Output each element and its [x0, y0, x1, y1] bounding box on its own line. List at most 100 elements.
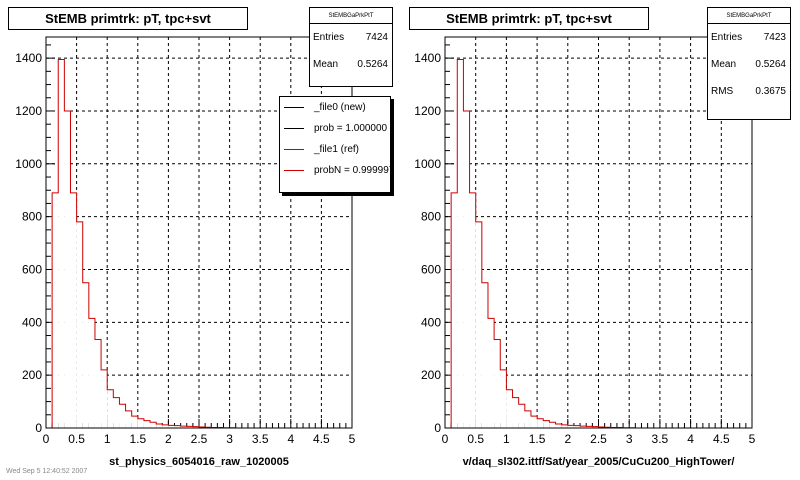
histogram-bin — [469, 192, 476, 428]
histogram-bin — [52, 192, 59, 428]
x-tick-label: 4.5 — [313, 432, 330, 446]
histogram-bin — [481, 282, 488, 428]
histogram-bin — [76, 221, 83, 428]
legend-label: _file1 (ref) — [314, 144, 360, 155]
panel-2-x-caption: v/daq_sl302.ittf/Sat/year_2005/CuCu200_H… — [462, 456, 735, 468]
y-tick-label: 1400 — [414, 51, 441, 65]
x-tick-label: 3 — [226, 432, 233, 446]
histogram-bin — [101, 369, 108, 428]
y-tick-label: 1200 — [414, 104, 441, 118]
stats-row: Mean 0.5264 — [708, 51, 790, 78]
y-tick-label: 200 — [421, 368, 441, 382]
y-tick-label: 600 — [421, 262, 441, 276]
y-tick-label: 400 — [421, 315, 441, 329]
histogram-bin — [192, 426, 199, 428]
x-tick-label: 2 — [564, 432, 571, 446]
histogram-bin — [518, 404, 525, 428]
histogram-bin — [107, 389, 114, 428]
x-tick-label: 2 — [165, 432, 172, 446]
stats-row: RMS 0.3675 — [708, 78, 790, 105]
legend-entry: prob = 1.000000 — [280, 118, 390, 139]
histogram-bin — [494, 339, 501, 428]
stats-name: StEMBGaPrkPtT — [708, 8, 790, 24]
histogram-bin — [451, 192, 458, 428]
y-tick-label: 1000 — [15, 157, 42, 171]
legend-label: prob = 1.000000 — [314, 123, 388, 134]
histogram-bin — [137, 418, 144, 428]
legend-label: _file0 (new) — [314, 102, 366, 113]
histogram-bin — [64, 110, 71, 429]
histogram-bin — [592, 426, 599, 428]
stats-label: Entries — [711, 32, 743, 43]
plot-frame — [444, 36, 753, 429]
panel-1-title: StEMB primtrk: pT, tpc+svt — [8, 7, 248, 30]
histogram-bin — [70, 192, 77, 428]
x-tick-label: 1 — [503, 432, 510, 446]
y-tick-label: 1400 — [15, 51, 42, 65]
panel-2-title: StEMB primtrk: pT, tpc+svt — [409, 7, 649, 30]
panel-2-stats-box: StEMBGaPrkPtT Entries 7423 Mean 0.5264 R… — [707, 7, 791, 120]
stats-name: StEMBGaPrkPtT — [310, 8, 392, 24]
y-tick-label: 0 — [434, 421, 441, 435]
histogram-series-outline — [445, 58, 752, 429]
histogram-bin — [598, 426, 605, 428]
histogram-bin — [156, 424, 163, 428]
x-tick-label: 0.5 — [467, 432, 484, 446]
y-tick-label: 800 — [421, 210, 441, 224]
histogram-bin — [537, 418, 544, 428]
histogram-bin — [530, 416, 538, 428]
histogram-bin — [174, 425, 181, 428]
histogram-bin — [199, 426, 206, 428]
histogram-bin — [555, 424, 562, 428]
stats-value: 0.3675 — [755, 86, 786, 97]
y-tick-label: 400 — [22, 315, 42, 329]
x-tick-label: 4 — [687, 432, 694, 446]
histogram-bin — [125, 410, 132, 428]
histogram-bin — [94, 339, 102, 428]
histogram-bin — [475, 221, 482, 428]
histogram-bin — [150, 422, 157, 428]
histogram-bin — [586, 426, 593, 428]
x-tick-label: 4.5 — [713, 432, 730, 446]
histogram-bin — [131, 416, 138, 428]
histogram-bin — [561, 424, 568, 428]
y-tick-label: 200 — [22, 368, 42, 382]
stats-value: 7424 — [365, 32, 388, 43]
histogram-bin — [524, 410, 531, 428]
x-tick-label: 3.5 — [652, 432, 669, 446]
panel-1-x-caption: st_physics_6054016_raw_1020005 — [109, 456, 289, 468]
x-tick-label: 2.5 — [590, 432, 607, 446]
legend-line-red — [284, 149, 304, 150]
histogram-bin — [143, 420, 151, 428]
y-tick-label: 600 — [22, 262, 42, 276]
histogram-bin — [543, 420, 550, 428]
panel-1-stats-box: StEMBGaPrkPtT Entries 7424 Mean 0.5264 — [309, 7, 393, 87]
panel-1-legend: _file0 (new) prob = 1.000000 _file1 (ref… — [279, 96, 391, 193]
histogram-bin — [58, 59, 65, 428]
y-tick-label: 1200 — [15, 104, 42, 118]
histogram-bin — [487, 318, 495, 428]
histogram-bin — [500, 369, 507, 428]
stats-label: Entries — [313, 32, 345, 43]
x-tick-label: 5 — [349, 432, 356, 446]
histogram-bin — [119, 404, 126, 428]
histogram-bin — [186, 426, 193, 428]
x-tick-label: 2.5 — [191, 432, 208, 446]
x-tick-label: 0 — [442, 432, 449, 446]
y-tick-label: 800 — [22, 210, 42, 224]
histogram-bin — [457, 59, 464, 428]
x-tick-label: 1.5 — [529, 432, 546, 446]
x-tick-label: 4 — [287, 432, 294, 446]
stats-row: Mean 0.5264 — [310, 51, 392, 78]
legend-line-red — [284, 170, 304, 171]
histogram-bin — [506, 389, 513, 428]
y-tick-label: 1000 — [414, 157, 441, 171]
histogram-bin — [162, 424, 169, 428]
y-tick-label: 0 — [35, 421, 42, 435]
stats-value: 0.5264 — [357, 59, 388, 70]
stats-label: RMS — [711, 86, 734, 97]
legend-entry: probN = 0.999997 — [280, 160, 390, 181]
histogram-bin — [573, 425, 581, 428]
x-tick-label: 0.5 — [68, 432, 85, 446]
x-tick-label: 3.5 — [252, 432, 269, 446]
